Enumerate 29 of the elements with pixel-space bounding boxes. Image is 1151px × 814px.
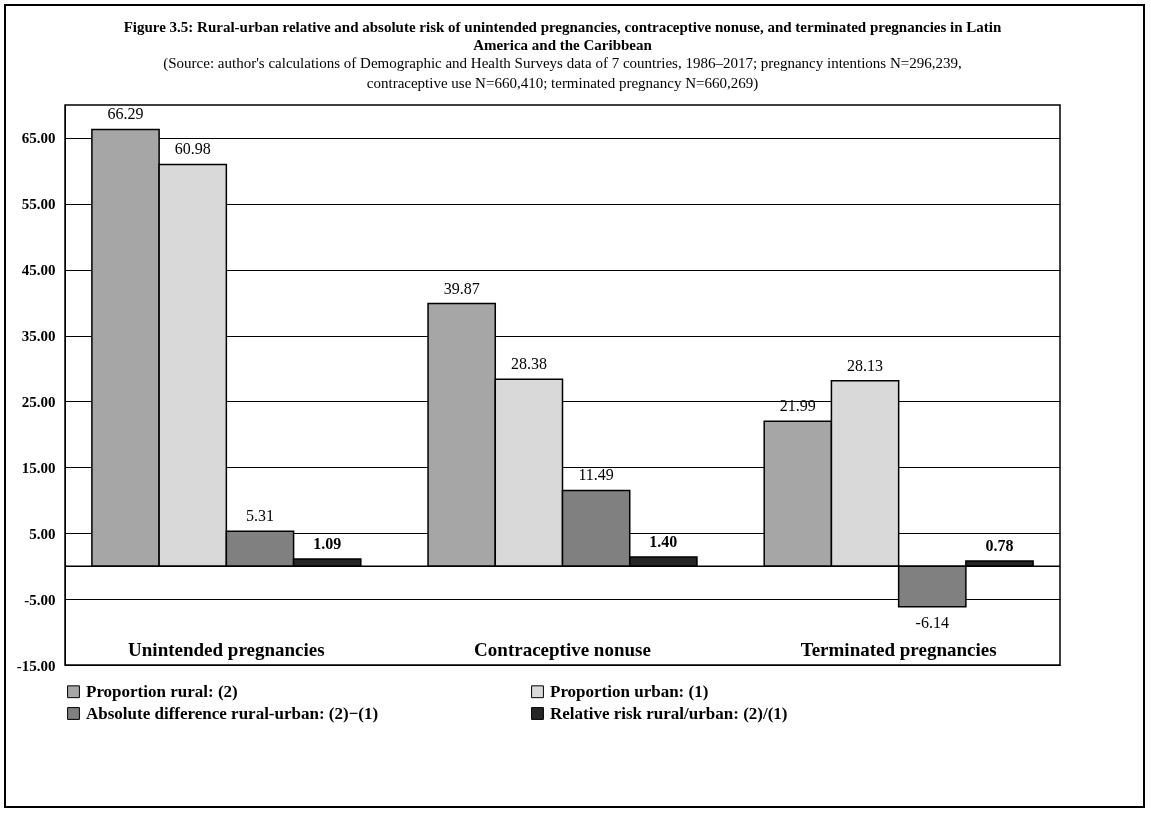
data-label: 1.09	[313, 535, 342, 552]
x-tick-label: Contraceptive nonuse	[474, 638, 651, 660]
legend-label: Proportion rural: (2)	[86, 681, 238, 701]
x-tick-label: Unintended pregnancies	[128, 638, 325, 660]
data-label: -6.14	[915, 613, 949, 631]
y-tick-label: 45.00	[21, 262, 56, 279]
y-tick-label: -15.00	[16, 657, 56, 674]
data-label: 28.38	[510, 355, 547, 373]
x-tick-label: Terminated pregnancies	[800, 638, 997, 660]
y-tick-label: -5.00	[24, 591, 56, 608]
y-tick-label: 15.00	[21, 459, 56, 476]
data-label: 39.87	[443, 279, 480, 297]
legend-label: Relative risk rural/urban: (2)/(1)	[550, 703, 788, 723]
legend-label: Absolute difference rural-urban: (2)−(1)	[86, 703, 379, 723]
y-tick-label: 65.00	[21, 130, 56, 147]
chart-subtitle: (Source: author's calculations of Demographic and Health Surveys data of 7 countries, 1986–2017; pregnancy intentions N=296,239, contraceptive use N=660,410; terminated pregnancy N=660,269)	[163, 55, 962, 92]
legend-label: Proportion urban: (1)	[550, 681, 709, 701]
data-label: 60.98	[174, 140, 211, 158]
data-label: 28.13	[847, 356, 884, 374]
y-tick-label: 35.00	[21, 328, 56, 345]
data-label: 11.49	[578, 466, 614, 484]
chart-title: Figure 3.5: Rural-urban relative and absolute risk of unintended pregnancies, contraceptive nonuse, and terminated pregnancies in Latin America and the Caribbean	[123, 19, 1002, 53]
y-tick-label: 5.00	[29, 525, 56, 542]
data-label: 5.31	[245, 507, 274, 525]
data-label: 0.78	[985, 537, 1014, 555]
y-tick-label: 25.00	[21, 393, 56, 410]
data-label: 66.29	[107, 105, 144, 123]
y-tick-label: 55.00	[21, 196, 56, 213]
data-label: 1.40	[649, 532, 678, 550]
